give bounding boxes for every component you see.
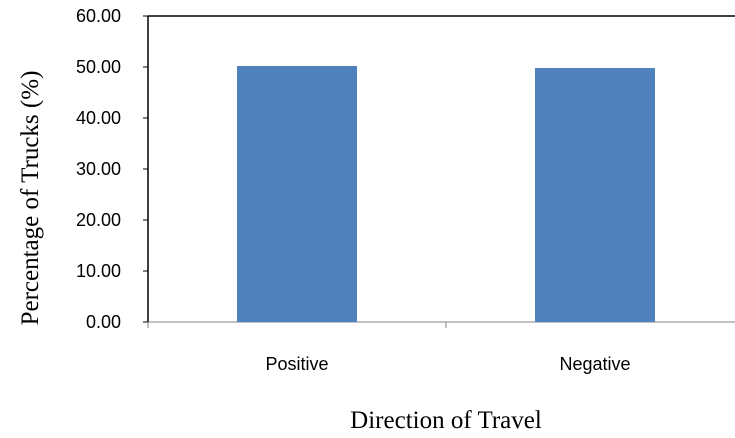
bar-positive (237, 65, 357, 322)
x-axis-ticks: Positive Negative (147, 322, 631, 374)
x-tick-label: Negative (559, 354, 630, 374)
y-tick-label: 60.00 (76, 6, 121, 26)
bars (237, 65, 655, 323)
y-axis-title: Percentage of Trucks (%) (17, 71, 44, 326)
y-tick-label: 30.00 (76, 159, 121, 179)
y-tick-label: 50.00 (76, 57, 121, 77)
y-tick-label: 40.00 (76, 108, 121, 128)
x-axis-title: Direction of Travel (350, 407, 542, 434)
x-tick-label: Positive (265, 354, 328, 374)
y-axis-ticks: 0.00 10.00 20.00 30.00 40.00 50.00 60.00 (76, 6, 148, 332)
bar-negative (535, 68, 655, 323)
y-tick-label: 20.00 (76, 210, 121, 230)
y-tick-label: 10.00 (76, 261, 121, 281)
y-tick-label: 0.00 (86, 312, 121, 332)
